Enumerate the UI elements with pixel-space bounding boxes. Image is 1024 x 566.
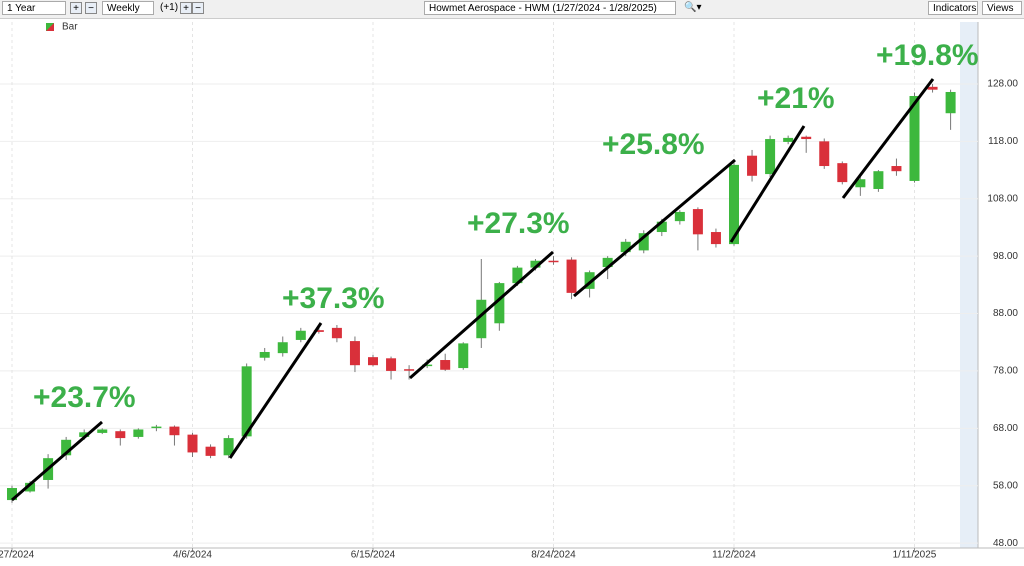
candle-body <box>783 137 794 142</box>
candle-body <box>873 171 884 189</box>
trend-line <box>841 78 935 199</box>
candle-body <box>386 358 397 371</box>
candle-body <box>169 426 180 436</box>
offset-plus[interactable]: + <box>180 2 192 14</box>
candle-body <box>765 139 776 175</box>
candle-body <box>530 260 541 268</box>
chart: Bar 48.00 58.00 68.00 78.00 88.00 98.00 108.00… <box>0 22 1024 561</box>
trend-line <box>729 125 806 243</box>
candle-body <box>891 166 902 172</box>
candle-body <box>620 241 631 253</box>
offset-minus[interactable]: − <box>192 2 204 14</box>
x-tick-label: 4/6/2024 <box>173 550 212 561</box>
candle-body <box>512 267 523 284</box>
candle-body <box>223 438 234 456</box>
candle-body <box>945 91 956 114</box>
candle-body <box>927 86 938 90</box>
candle-body <box>25 482 36 492</box>
candle-body <box>259 351 270 358</box>
candle-body <box>602 257 613 268</box>
zoom-in[interactable]: + <box>70 2 82 14</box>
candle-body <box>548 260 559 263</box>
search-button[interactable]: 🔍▾ <box>684 2 702 13</box>
candle-body <box>115 431 126 439</box>
candle-body <box>458 343 469 369</box>
annotation: +37.3% <box>282 282 385 315</box>
legend-icon <box>46 23 54 31</box>
candle-body <box>7 488 17 501</box>
candle-body <box>638 233 649 251</box>
trend-line <box>573 158 736 298</box>
x-tick-label: 6/15/2024 <box>351 550 396 561</box>
y-tick-label: 58.00 <box>993 480 1018 491</box>
symbol-input[interactable]: Howmet Aerospace - HWM (1/27/2024 - 1/28… <box>424 1 676 15</box>
candle-body <box>440 360 451 370</box>
y-tick-label: 78.00 <box>993 366 1018 377</box>
y-tick-label: 118.00 <box>988 136 1018 147</box>
candle-body <box>241 366 252 437</box>
candle-body <box>801 136 812 140</box>
x-tick-label: 1/27/2024 <box>0 550 35 561</box>
candle-body <box>133 429 144 437</box>
candle-body <box>837 163 848 183</box>
candle-body <box>295 330 306 340</box>
trend-line <box>409 250 554 380</box>
candle-body <box>313 330 324 332</box>
candle-body <box>404 369 415 371</box>
annotation: +27.3% <box>467 207 570 240</box>
trend-lines <box>11 78 935 502</box>
future-band <box>960 22 978 548</box>
y-tick-label: 128.00 <box>987 79 1018 90</box>
candle-body <box>819 141 830 167</box>
annotation: +25.8% <box>602 128 705 161</box>
x-tick-label: 1/11/2025 <box>893 550 937 561</box>
y-tick-label: 108.00 <box>987 193 1018 204</box>
annotation: +23.7% <box>33 381 136 414</box>
zoom-out[interactable]: − <box>85 2 97 14</box>
candle-body <box>674 211 685 222</box>
candle-body <box>855 179 866 188</box>
candle-body <box>61 439 72 456</box>
y-tick-label: 68.00 <box>993 423 1018 434</box>
candle-body <box>151 426 162 429</box>
offset: (+1) <box>160 2 179 13</box>
trend-line <box>228 322 323 459</box>
x-tick-label: 8/24/2024 <box>531 550 576 561</box>
toolbar: 1 Year + − Weekly (+1) + − Howmet Aerosp… <box>0 0 1024 19</box>
legend-label: Bar <box>62 22 78 33</box>
candle-body <box>710 232 721 245</box>
annotation: +21% <box>757 82 835 115</box>
candle-body <box>656 221 667 233</box>
indicators-button[interactable]: Indicators <box>928 1 978 15</box>
candle-body <box>349 341 360 366</box>
candle-body <box>368 357 378 366</box>
candle-body <box>584 272 595 289</box>
candle-body <box>79 432 90 437</box>
interval-select[interactable]: Weekly <box>102 1 154 15</box>
y-tick-label: 48.00 <box>993 538 1018 549</box>
candle-body <box>205 446 216 456</box>
candle-body <box>494 283 505 324</box>
candle-body <box>909 96 920 181</box>
y-tick-label: 88.00 <box>993 308 1018 319</box>
x-tick-label: 11/2/2024 <box>712 550 756 561</box>
range-select[interactable]: 1 Year <box>2 1 66 15</box>
views-button[interactable]: Views <box>982 1 1022 15</box>
candle-body <box>187 434 198 453</box>
annotation: +19.8% <box>876 39 979 72</box>
candle-body <box>97 429 108 433</box>
candle-body <box>422 364 433 367</box>
candle-body <box>566 259 577 293</box>
candle-body <box>277 342 288 354</box>
y-tick-label: 98.00 <box>993 251 1018 262</box>
candle-body <box>476 299 487 339</box>
candle-body <box>747 155 758 176</box>
candle-body <box>692 209 703 235</box>
candle-body <box>331 327 342 339</box>
candle-body <box>729 164 739 245</box>
trend-line <box>11 420 103 502</box>
